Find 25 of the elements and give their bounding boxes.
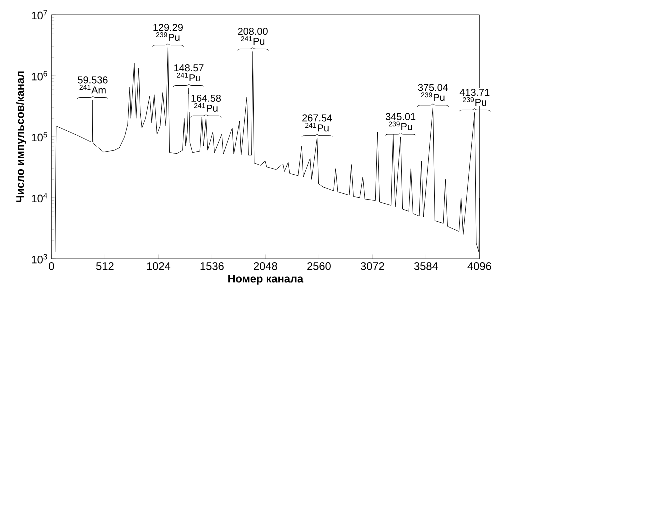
x-axis-title: Номер канала <box>228 275 304 285</box>
y-axis-title: Число импульсов/канал <box>16 72 26 202</box>
x-tick-label: 3584 <box>414 262 438 270</box>
y-tick-label: 10$^{4}$ <box>32 193 48 203</box>
annotation: 413.71 $^{239}$Pu <box>460 89 490 106</box>
annotation: 164.58 $^{241}$Pu <box>192 94 222 112</box>
annotation: 148.57 $^{241}$Pu <box>174 64 204 82</box>
x-tick-label: 2560 <box>308 262 331 270</box>
annotation: 375.04 $^{239}$Pu <box>418 84 448 102</box>
x-tick-label: 1024 <box>147 262 171 270</box>
y-tick-label: 10$^{5}$ <box>32 132 48 142</box>
x-tick-label: 3072 <box>360 262 384 270</box>
annotation: 267.54 $^{241}$Pu <box>302 114 332 132</box>
x-tick-label: 0 <box>49 262 54 270</box>
y-tick-label: 10$^{6}$ <box>32 71 48 81</box>
y-tick-label: 10$^{3}$ <box>32 254 48 264</box>
x-tick-label: 512 <box>96 262 114 270</box>
annotation: 129.29 $^{239}$Pu <box>154 24 183 42</box>
x-tick-label: 1536 <box>200 262 224 270</box>
x-tick-label: 2048 <box>254 262 278 270</box>
y-tick-label: 10$^{7}$ <box>32 10 48 20</box>
annotation: 208.00 $^{241}$Pu <box>238 28 268 46</box>
annotation: 345.01 $^{239}$Pu <box>386 113 416 130</box>
annotation: 59.536 $^{241}$Am <box>78 76 108 94</box>
x-tick-label: 4096 <box>468 262 492 270</box>
